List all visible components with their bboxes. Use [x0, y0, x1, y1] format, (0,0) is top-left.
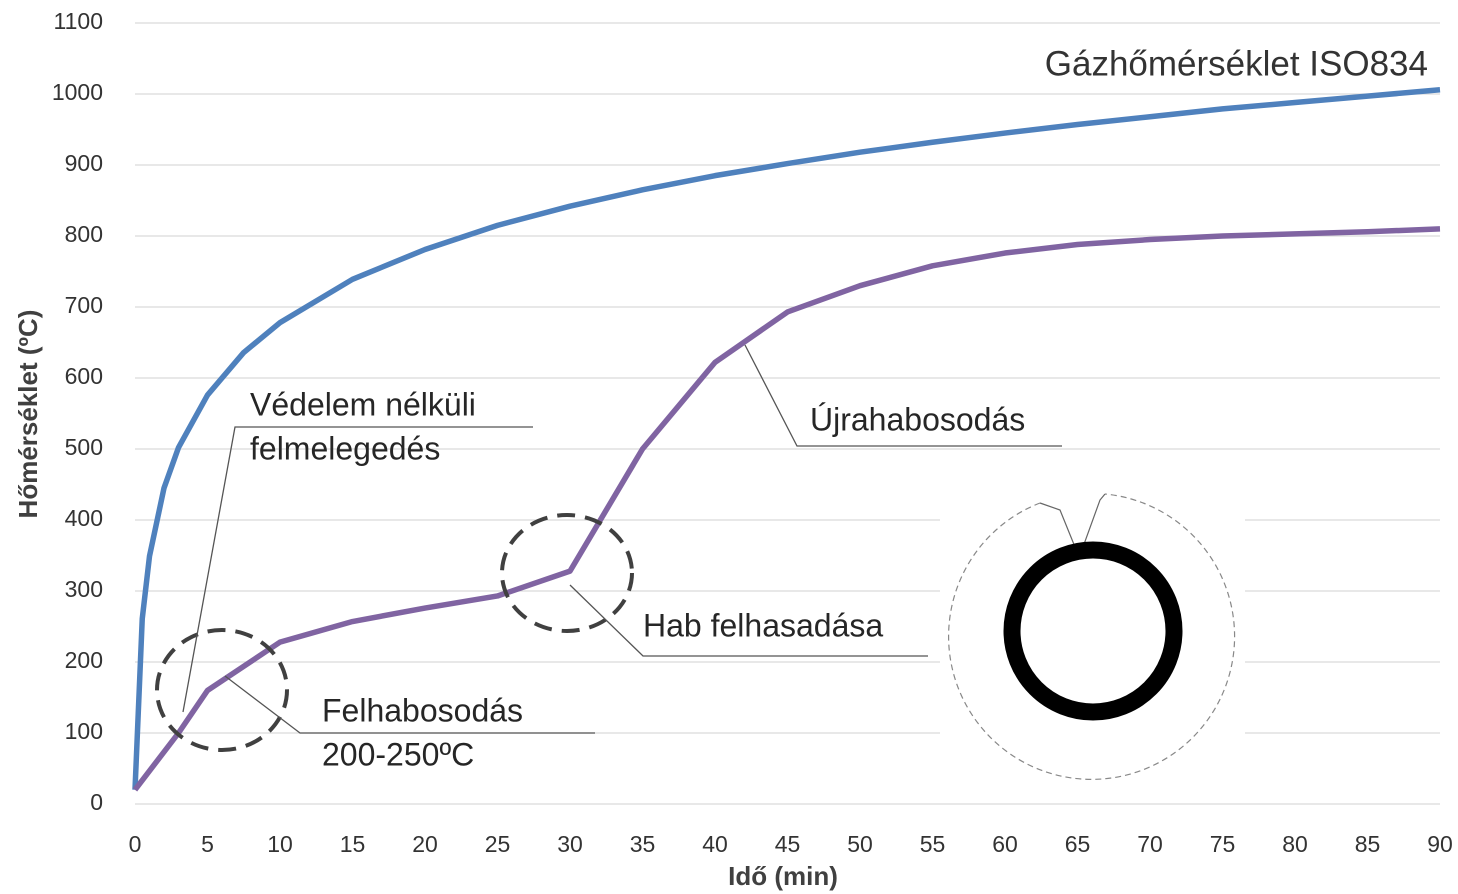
y-tick-label: 900 — [65, 150, 103, 176]
x-tick-label: 65 — [1065, 831, 1091, 857]
x-tick-label: 25 — [485, 831, 511, 857]
annotation: felmelegedés — [250, 430, 440, 466]
y-tick-label: 1100 — [54, 8, 103, 34]
x-tick-label: 75 — [1210, 831, 1236, 857]
y-tick-label: 600 — [65, 363, 103, 389]
y-tick-label: 300 — [65, 576, 103, 602]
annotation: Újrahabosodás — [810, 401, 1025, 437]
x-tick-label: 80 — [1282, 831, 1308, 857]
chart: 0 100 200 300 400 500 600 700 800 900 1000 1100 0 5 10… — [0, 0, 1458, 894]
x-tick-label: 85 — [1355, 831, 1381, 857]
x-tick-label: 15 — [340, 831, 366, 857]
annotation: Védelem nélküli — [250, 386, 476, 422]
dashed-circle — [157, 630, 287, 750]
x-tick-label: 40 — [702, 831, 728, 857]
x-axis-title: Idő (min) — [728, 861, 838, 891]
annotation: Hab felhasadása — [643, 607, 883, 643]
x-tick-label: 5 — [201, 831, 214, 857]
x-tick-label: 30 — [557, 831, 583, 857]
x-tick-label: 35 — [630, 831, 656, 857]
y-tick-label: 200 — [65, 647, 103, 673]
series-label: Gázhőmérséklet ISO834 — [1045, 44, 1428, 83]
y-tick-label: 400 — [65, 505, 103, 531]
y-tick-label: 800 — [65, 221, 103, 247]
x-tick-label: 70 — [1137, 831, 1163, 857]
x-tick-label: 90 — [1427, 831, 1453, 857]
annotation: Felhabosodás — [322, 692, 523, 728]
y-tick-label: 1000 — [52, 79, 103, 105]
x-tick-label: 10 — [267, 831, 293, 857]
y-tick-label: 500 — [65, 434, 103, 460]
x-tick-label: 0 — [129, 831, 142, 857]
y-tick-label: 700 — [65, 292, 103, 318]
x-tick-label: 50 — [847, 831, 873, 857]
x-tick-label: 60 — [992, 831, 1018, 857]
x-tick-label: 45 — [775, 831, 801, 857]
annotation: 200-250ºC — [322, 736, 474, 772]
x-tick-label: 55 — [920, 831, 946, 857]
x-tick-label: 20 — [412, 831, 438, 857]
y-tick-label: 0 — [90, 789, 103, 815]
y-axis-title: Hőmérséklet (ºC) — [13, 310, 43, 519]
y-tick-label: 100 — [65, 718, 103, 744]
icon-background — [940, 488, 1245, 780]
